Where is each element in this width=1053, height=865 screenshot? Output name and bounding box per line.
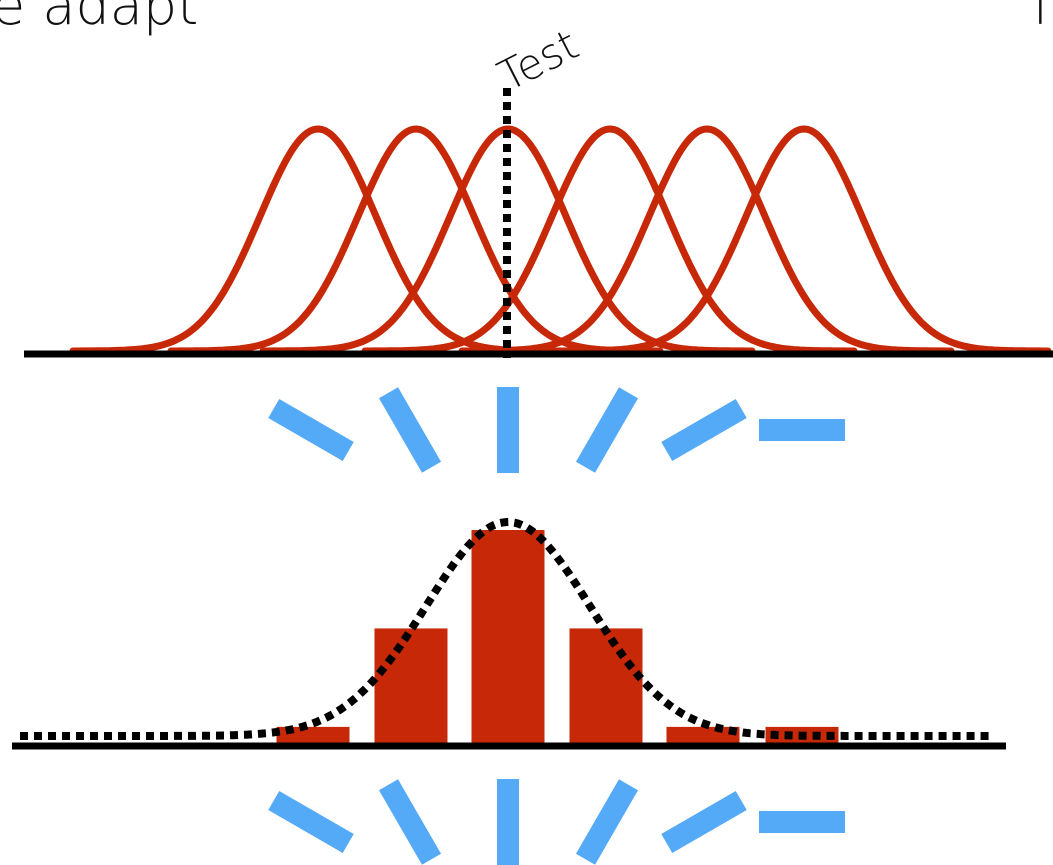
orientation-bar-icon: [575, 387, 639, 473]
tuning-curve-6: [555, 125, 1052, 355]
orientation-bar-icon: [661, 398, 747, 462]
response-bar-2: [374, 628, 448, 744]
population-response-bars: [276, 530, 839, 744]
orientation-bar-icon: [661, 790, 747, 854]
tuning-curve-3: [259, 125, 756, 355]
tuning-curve-5: [458, 125, 955, 355]
response-bar-1: [276, 726, 350, 744]
bottom-orientation-row: [268, 779, 845, 865]
orientation-bar-icon: [497, 779, 519, 865]
tuning-curve-1: [69, 125, 566, 355]
orientation-bar-icon: [759, 419, 845, 441]
tuning-curve-2: [167, 125, 664, 355]
response-bar-3: [471, 530, 545, 744]
orientation-bar-icon: [268, 398, 354, 462]
partial-title-left: e adapt: [0, 0, 198, 37]
response-bar-5: [666, 726, 740, 744]
orientation-bar-icon: [759, 811, 845, 833]
top-orientation-row: [268, 387, 845, 473]
orientation-bar-icon: [378, 387, 442, 473]
orientation-bar-icon: [378, 779, 442, 865]
gaussian-fit-dotted: [20, 517, 992, 740]
partial-title-right: f: [1032, 0, 1051, 37]
orientation-bar-icon: [575, 779, 639, 865]
response-bar-4: [569, 628, 643, 744]
tuning-curve-4: [361, 125, 858, 355]
orientation-bar-icon: [268, 790, 354, 854]
orientation-bar-icon: [497, 387, 519, 473]
tuning-curves: [69, 125, 1052, 355]
